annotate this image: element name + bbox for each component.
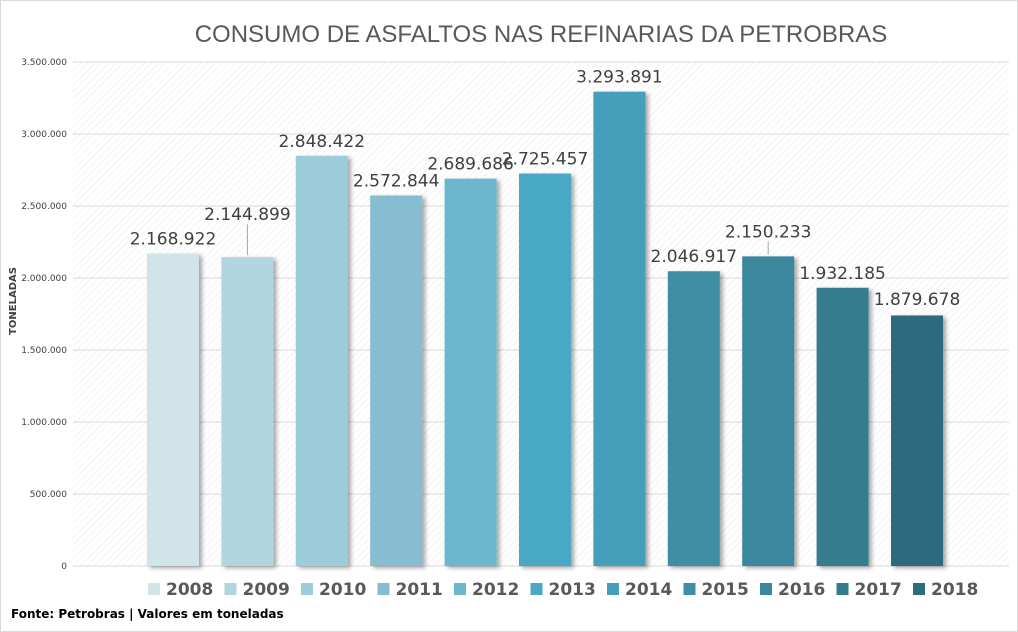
legend-label-2015: 2015 [702, 580, 749, 600]
legend-swatch-2011 [377, 583, 390, 595]
legend-swatch-2014 [607, 583, 619, 595]
bars [147, 91, 943, 567]
data-label-2011: 2.572.844 [353, 172, 440, 192]
data-label-2012: 2.689.686 [427, 155, 514, 175]
legend-label-2010: 2010 [319, 580, 366, 600]
data-label-2016: 2.150.233 [725, 222, 812, 242]
y-tick-label: 1.000.000 [21, 418, 67, 428]
y-tick-label: 3.000.000 [21, 130, 67, 140]
source-footnote: Fonte: Petrobras | Valores em toneladas [11, 607, 284, 621]
legend-swatch-2010 [301, 583, 313, 595]
y-axis-label: TONELADAS [8, 267, 19, 335]
bar-2018 [891, 315, 943, 566]
legend-label-2017: 2017 [855, 580, 902, 600]
y-tick-label: 1.500.000 [21, 346, 67, 356]
data-label-2015: 2.046.917 [651, 247, 738, 267]
data-label-2014: 3.293.891 [576, 68, 663, 88]
y-axis-ticks: 0 500.000 1.000.000 1.500.000 2.000.000 2.500… [21, 58, 67, 572]
bar-2012 [444, 178, 497, 566]
legend: 2008 2009 2010 2011 2012 2013 2014 2015 2016 2017… [148, 580, 978, 600]
legend-label-2018: 2018 [931, 580, 978, 600]
bar-2009 [221, 257, 274, 566]
legend-label-2012: 2012 [472, 580, 519, 600]
bar-2013 [519, 173, 571, 567]
bar-2011 [370, 195, 423, 566]
bar-2008 [147, 253, 199, 566]
legend-label-2014: 2014 [625, 580, 672, 600]
data-label-2013: 2.725.457 [502, 150, 589, 170]
legend-swatch-2009 [224, 583, 237, 595]
bar-2017 [816, 287, 869, 566]
legend-label-2009: 2009 [243, 580, 290, 600]
bar-2010 [295, 155, 348, 567]
y-tick-label: 0 [61, 562, 67, 572]
bar-2015 [667, 271, 720, 566]
chart-title: CONSUMO DE ASFALTOS NAS REFINARIAS DA PE… [195, 21, 888, 48]
legend-label-2013: 2013 [549, 580, 596, 600]
bar-2016 [742, 256, 795, 566]
bar-2014 [593, 91, 646, 567]
data-label-2008: 2.168.922 [130, 230, 217, 250]
legend-swatch-2016 [760, 583, 772, 595]
legend-swatch-2018 [913, 583, 925, 595]
legend-swatch-2017 [836, 583, 849, 595]
data-label-2017: 1.932.185 [799, 264, 886, 284]
y-tick-label: 500.000 [30, 490, 67, 500]
data-labels: 2.168.922 2.144.899 2.848.422 2.572.8442.68… [130, 68, 961, 310]
legend-swatch-2013 [530, 583, 543, 595]
y-tick-label: 2.500.000 [21, 202, 67, 212]
data-label-2010: 2.848.422 [279, 132, 366, 152]
legend-swatch-2012 [454, 583, 466, 595]
data-label-2018: 1.879.678 [874, 290, 961, 310]
y-tick-label: 3.500.000 [21, 58, 67, 68]
legend-label-2008: 2008 [166, 580, 213, 600]
y-tick-label: 2.000.000 [21, 274, 67, 284]
legend-label-2016: 2016 [778, 580, 825, 600]
legend-label-2011: 2011 [396, 580, 443, 600]
legend-swatch-2008 [148, 583, 160, 595]
data-label-2009: 2.144.899 [204, 205, 291, 225]
legend-swatch-2015 [683, 583, 696, 595]
